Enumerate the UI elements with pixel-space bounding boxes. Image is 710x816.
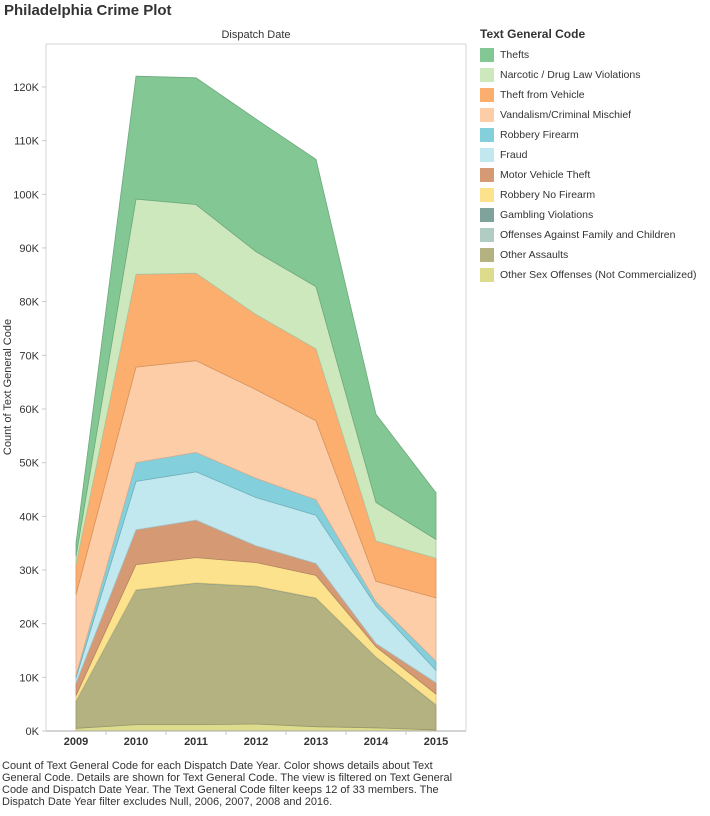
y-tick-label: 50K — [19, 458, 39, 470]
legend-label: Motor Vehicle Theft — [500, 169, 591, 181]
y-tick-label: 20K — [19, 619, 39, 631]
x-tick-label: 2014 — [364, 736, 389, 748]
y-tick-label: 110K — [14, 136, 40, 148]
legend-items: Thefts Narcotic / Drug Law Violations Thef… — [480, 45, 708, 285]
y-tick-label: 0K — [26, 726, 40, 738]
legend-label: Other Assaults — [500, 249, 569, 261]
legend-swatch — [480, 268, 494, 282]
legend: Text General Code Thefts Narcotic / Drug … — [480, 27, 708, 285]
legend-item-other-assaults[interactable]: Other Assaults — [480, 245, 708, 265]
x-tick-label: 2013 — [304, 736, 328, 748]
legend-item-thefts[interactable]: Thefts — [480, 45, 708, 65]
chart-caption: Count of Text General Code for each Disp… — [2, 760, 453, 808]
y-tick-label: 80K — [19, 297, 39, 309]
legend-title: Text General Code — [480, 27, 586, 41]
x-ticks: 2009 2010 2011 2012 2013 2014 2015 — [64, 731, 448, 748]
legend-swatch — [480, 228, 494, 242]
legend-swatch — [480, 108, 494, 122]
legend-swatch — [480, 248, 494, 262]
legend-swatch — [480, 68, 494, 82]
legend-label: Other Sex Offenses (Not Commercialized) — [500, 269, 697, 281]
legend-item-motor-vehicle-theft[interactable]: Motor Vehicle Theft — [480, 165, 708, 185]
legend-label: Robbery Firearm — [500, 129, 579, 141]
legend-swatch — [480, 48, 494, 62]
y-tick-label: 70K — [19, 350, 39, 362]
legend-swatch — [480, 188, 494, 202]
x-tick-label: 2012 — [244, 736, 268, 748]
y-tick-label: 60K — [19, 404, 39, 416]
legend-item-offenses-against-family-and-children[interactable]: Offenses Against Family and Children — [480, 225, 708, 245]
x-tick-label: 2015 — [424, 736, 448, 748]
legend-label: Fraud — [500, 149, 528, 161]
y-tick-label: 30K — [19, 565, 39, 577]
panel-header: Dispatch Date — [221, 29, 291, 41]
legend-swatch — [480, 208, 494, 222]
y-tick-label: 10K — [19, 672, 39, 684]
legend-label: Offenses Against Family and Children — [500, 229, 676, 241]
x-tick-label: 2011 — [184, 736, 208, 748]
y-tick-label: 40K — [19, 511, 39, 523]
legend-label: Robbery No Firearm — [500, 189, 596, 201]
legend-label: Theft from Vehicle — [500, 89, 585, 101]
y-tick-label: 90K — [19, 243, 39, 255]
area-chart: 0K 10K 20K 30K 40K 50K 60K 70K 80K 90K 100K 110K 120… — [2, 43, 467, 748]
chart-title: Philadelphia Crime Plot — [4, 2, 172, 19]
legend-swatch — [480, 88, 494, 102]
y-axis-label: Count of Text General Code — [2, 319, 14, 455]
legend-swatch — [480, 168, 494, 182]
area-thefts[interactable] — [75, 75, 437, 557]
legend-item-narcotic-drug-law-violations[interactable]: Narcotic / Drug Law Violations — [480, 65, 708, 85]
legend-label: Vandalism/Criminal Mischief — [500, 109, 632, 121]
legend-item-robbery-no-firearm[interactable]: Robbery No Firearm — [480, 185, 708, 205]
legend-label: Thefts — [500, 49, 530, 61]
legend-item-vandalism-criminal-mischief[interactable]: Vandalism/Criminal Mischief — [480, 105, 708, 125]
legend-label: Narcotic / Drug Law Violations — [500, 69, 641, 81]
y-ticks: 0K 10K 20K 30K 40K 50K 60K 70K 80K 90K 100K 110K 120… — [13, 82, 46, 738]
legend-swatch — [480, 128, 494, 142]
legend-swatch — [480, 148, 494, 162]
y-tick-label: 120K — [13, 82, 39, 94]
x-tick-label: 2009 — [64, 736, 88, 748]
legend-label: Gambling Violations — [500, 209, 594, 221]
axes — [45, 43, 467, 732]
area-layers — [75, 75, 437, 732]
legend-item-robbery-firearm[interactable]: Robbery Firearm — [480, 125, 708, 145]
x-tick-label: 2010 — [124, 736, 148, 748]
y-tick-label: 100K — [13, 189, 39, 201]
legend-item-theft-from-vehicle[interactable]: Theft from Vehicle — [480, 85, 708, 105]
legend-item-fraud[interactable]: Fraud — [480, 145, 708, 165]
legend-item-other-sex-offenses-not-commercialized[interactable]: Other Sex Offenses (Not Commercialized) — [480, 265, 708, 285]
legend-item-gambling-violations[interactable]: Gambling Violations — [480, 205, 708, 225]
